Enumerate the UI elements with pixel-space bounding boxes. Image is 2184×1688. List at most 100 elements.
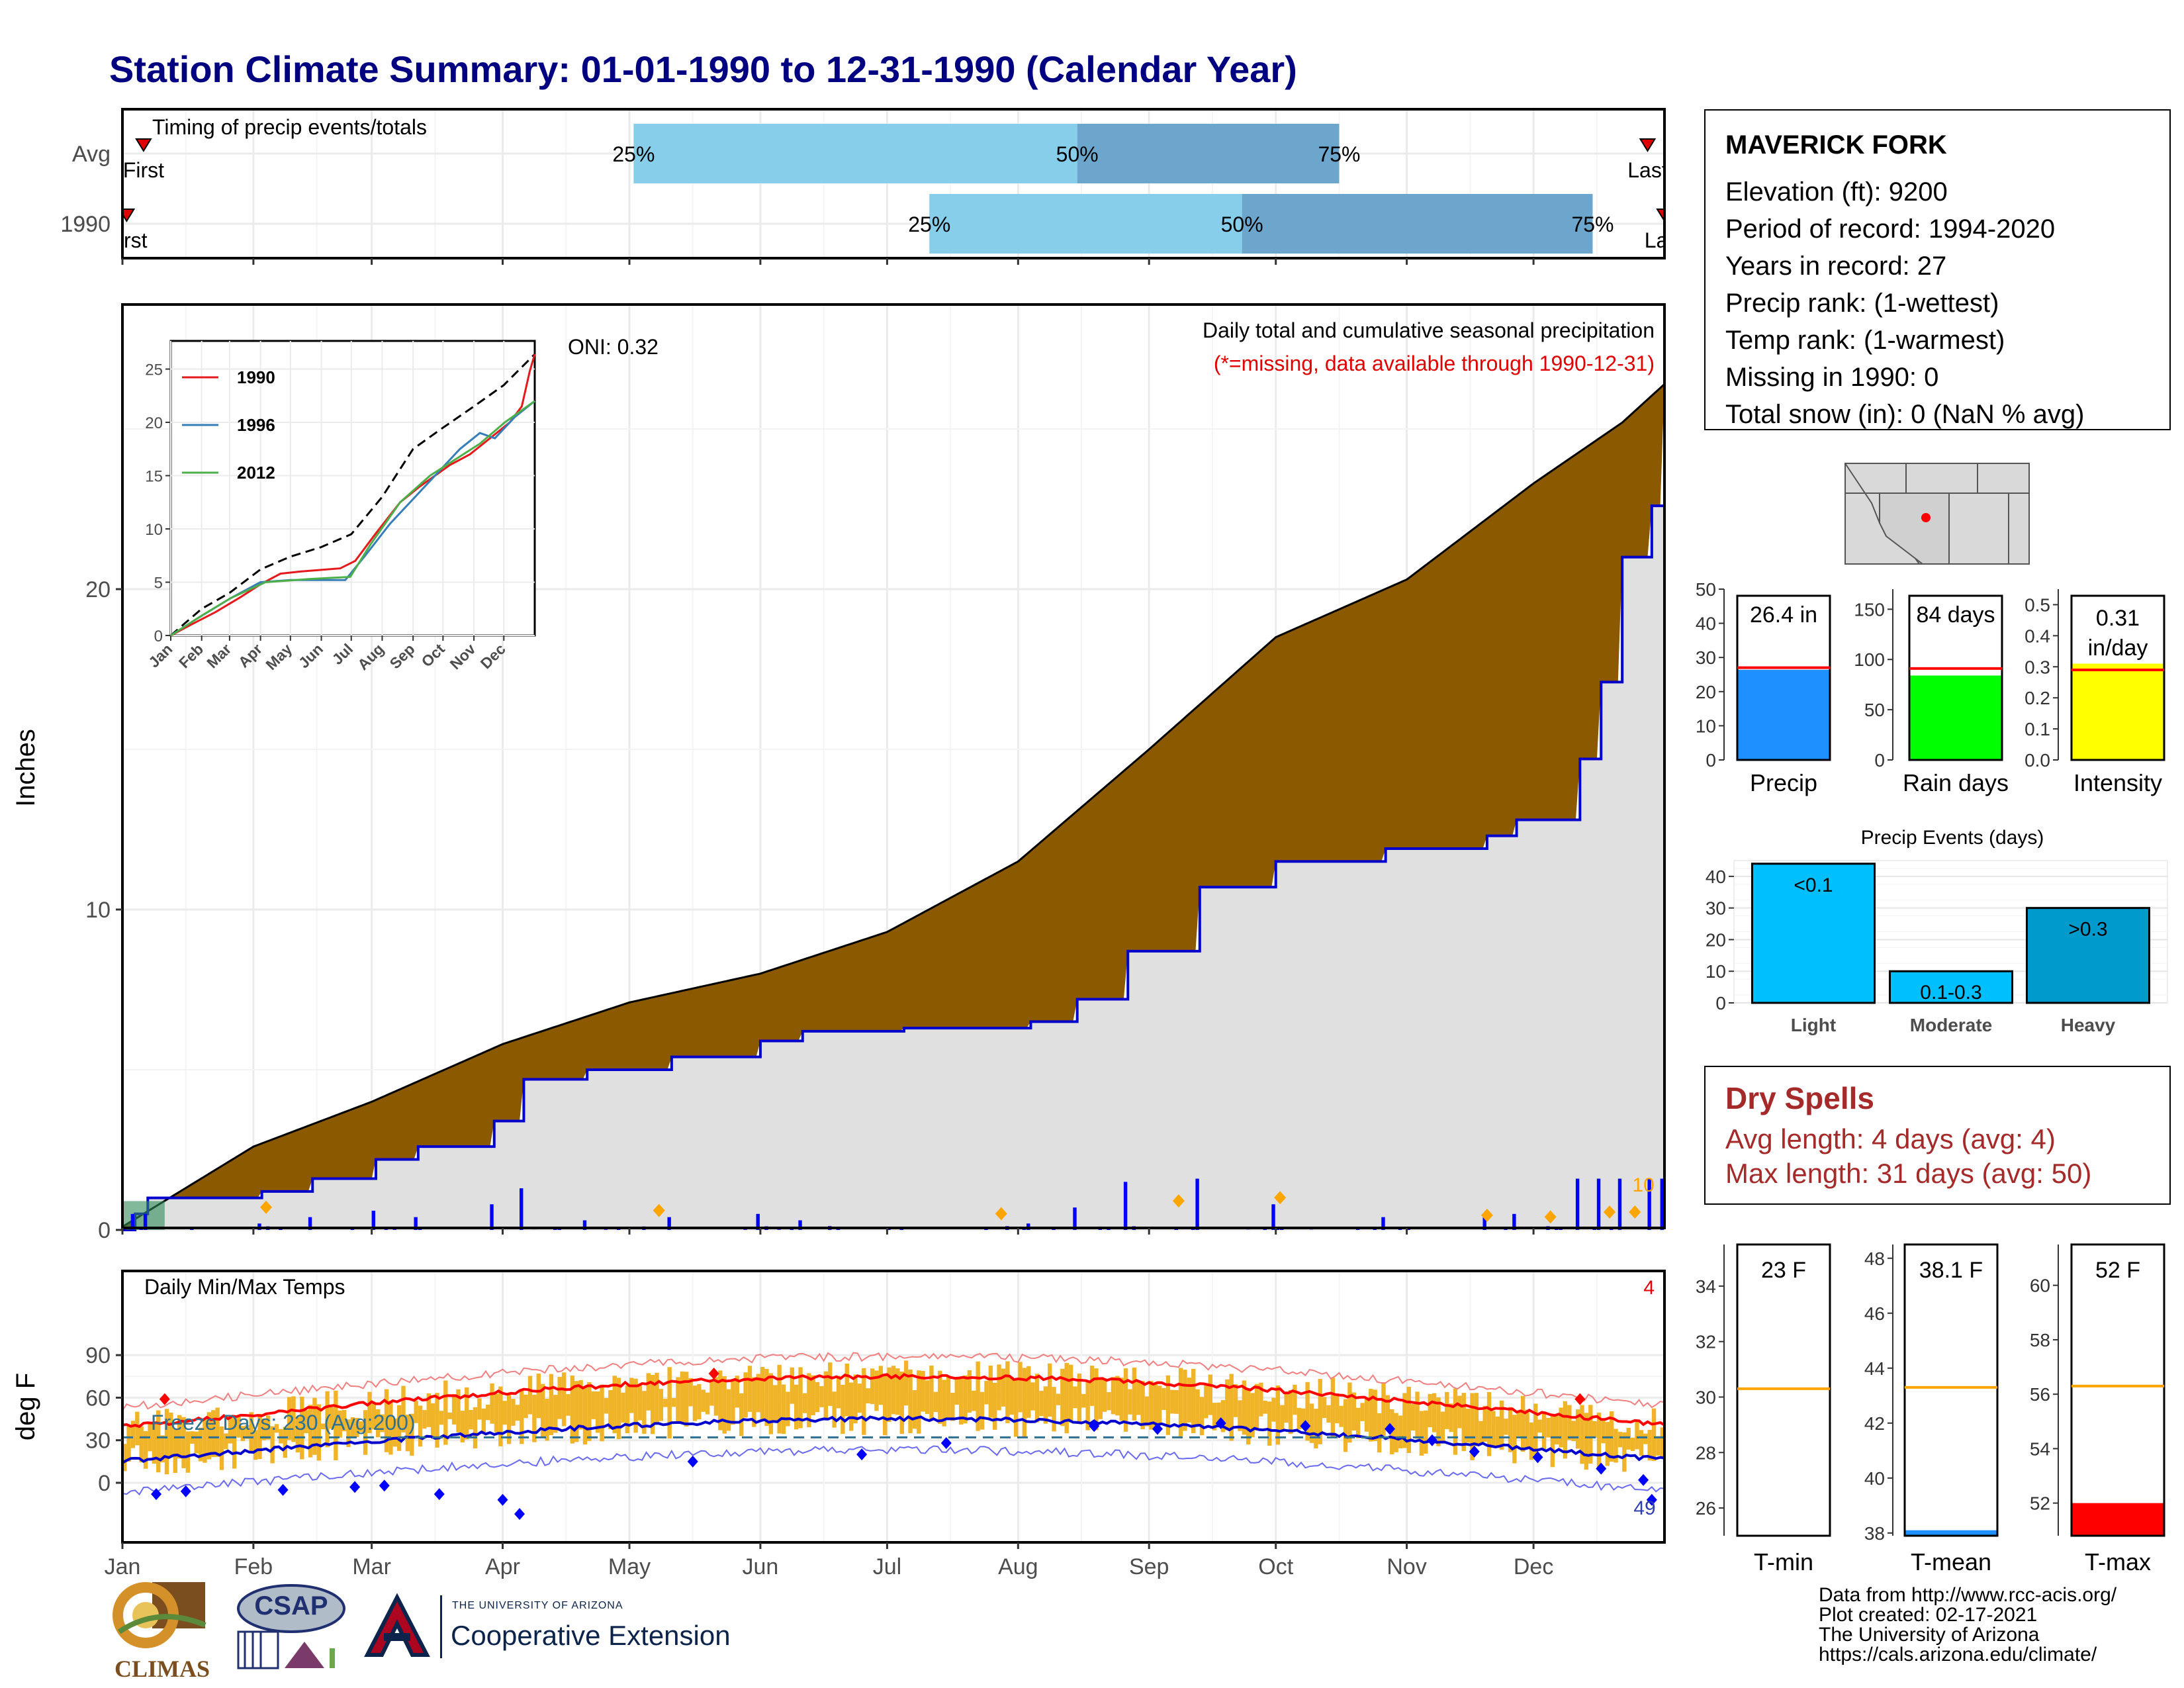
temp-daily-range-bar (173, 1429, 177, 1474)
temp-daily-range-bar (786, 1391, 790, 1427)
temp-daily-range-bar (1216, 1402, 1221, 1425)
temp-daily-range-bar (1098, 1378, 1103, 1419)
temp-record-low-marker (687, 1455, 698, 1468)
timing-first-label: First (123, 158, 164, 182)
temp-daily-range-bar (443, 1380, 448, 1445)
temp-daily-range-bar (988, 1366, 993, 1418)
temp-record-high-marker (1574, 1393, 1586, 1405)
temp-daily-range-bar (794, 1384, 799, 1430)
precip-daily-bar (667, 1217, 671, 1230)
events-y-tick-label: 20 (1706, 929, 1726, 950)
temp-daily-range-bar (1322, 1397, 1327, 1418)
temp-daily-range-bar (1546, 1418, 1551, 1438)
temp-daily-range-bar (152, 1424, 157, 1464)
temp-daily-range-bar (245, 1425, 250, 1439)
temp-daily-range-bar (376, 1409, 381, 1438)
precip-daily-bar (1107, 1229, 1111, 1230)
temp-daily-range-bar (253, 1430, 258, 1460)
temp-daily-range-bar (135, 1411, 140, 1446)
locator-map (1844, 463, 2030, 565)
temp-daily-range-bar (557, 1377, 562, 1419)
precip-event-marker (653, 1203, 665, 1217)
temp-daily-range-bar (1643, 1433, 1648, 1444)
precip-bar-label: 10 (1632, 1174, 1654, 1196)
timing-title: Timing of precip events/totals (152, 115, 427, 139)
side-y-tick-label: 0.5 (2025, 594, 2050, 615)
temp-daily-range-bar (857, 1383, 862, 1413)
temp-record-low-marker (497, 1493, 508, 1506)
timing-clip-mask (1666, 109, 1681, 258)
temp-daily-range-bar (883, 1375, 887, 1436)
temp-daily-range-bar (1335, 1393, 1340, 1424)
temp-daily-range-bar (887, 1367, 891, 1423)
temp-daily-range-bar (1301, 1408, 1306, 1429)
temp-record-low-marker (1646, 1493, 1657, 1506)
precip-daily-bar (1381, 1217, 1385, 1230)
station-temp-rank: Temp rank: (1-warmest) (1725, 326, 2005, 355)
precip-daily-bar (1504, 1229, 1508, 1230)
side-y-tick-label: 0 (1874, 750, 1885, 771)
inset-y-tick-label: 20 (145, 414, 163, 432)
temp-daily-range-bar (426, 1393, 431, 1427)
page-title: Station Climate Summary: 01-01-1990 to 1… (109, 48, 1297, 90)
temp-daily-range-bar (1026, 1366, 1031, 1418)
tbar-y-tick-label: 44 (1864, 1358, 1885, 1379)
temp-daily-range-bar (1081, 1393, 1086, 1408)
temp-daily-range-bar (802, 1393, 807, 1413)
temp-freeze-days-label: Freeze Days: 230 (Avg:200) (151, 1411, 416, 1434)
temp-daily-range-bar (984, 1381, 989, 1405)
tbar-y-tick-label: 42 (1864, 1413, 1885, 1434)
temp-daily-range-bar (1486, 1391, 1492, 1456)
temp-daily-range-bar (938, 1370, 942, 1424)
temp-daily-range-bar (1339, 1405, 1343, 1427)
inset-average-line (170, 353, 536, 637)
temp-daily-range-bar (629, 1378, 634, 1413)
timing-row-label: Avg (72, 142, 111, 167)
temp-daily-range-bar (972, 1390, 976, 1411)
events-bar-label: <0.1 (1794, 874, 1833, 896)
side-y-tick-label: 0.2 (2025, 688, 2050, 708)
tbar-name: T-mean (1911, 1548, 1991, 1575)
temp-daily-range-bar (1018, 1362, 1023, 1413)
temp-daily-range-bar (274, 1424, 279, 1433)
precip-daily-bar (371, 1210, 376, 1230)
month-tick-label: Aug (998, 1554, 1038, 1579)
precip-daily-bar (384, 1229, 388, 1230)
temp-daily-range-bar (1275, 1385, 1281, 1445)
side-y-tick-label: 30 (1696, 647, 1716, 668)
temp-daily-range-bar (308, 1405, 313, 1458)
temp-daily-range-bar (866, 1388, 870, 1403)
precip-y-axis-label: Inches (11, 729, 40, 807)
temp-record-low-marker (151, 1488, 162, 1501)
inset-legend-label: 2012 (237, 463, 275, 483)
timing-panel-border (121, 108, 1666, 259)
tbar-name: T-max (2085, 1548, 2151, 1575)
temp-daily-range-bar (224, 1433, 228, 1450)
side-y-tick-label: 50 (1696, 579, 1716, 600)
temp-daily-range-bar (1263, 1400, 1267, 1414)
temp-daily-range-bar (1136, 1381, 1141, 1415)
temp-daily-range-bar (355, 1418, 359, 1438)
temp-daily-range-bar (773, 1385, 778, 1422)
temp-daily-range-bar (752, 1377, 756, 1427)
temp-daily-range-bar (405, 1415, 410, 1452)
temp-daily-range-bar (1453, 1388, 1458, 1455)
precip-daily-bar (1195, 1178, 1199, 1230)
temp-daily-range-bar (160, 1435, 165, 1463)
temp-panel-border (121, 1270, 1666, 1544)
temp-daily-range-bar (1424, 1410, 1428, 1454)
temp-daily-range-bar (1174, 1389, 1179, 1414)
temp-daily-range-bar (1601, 1418, 1606, 1444)
inset-legend-label: 1996 (237, 415, 275, 435)
side-y-tick-label: 0.0 (2025, 750, 2050, 771)
tbar-y-tick-label: 52 (2030, 1493, 2050, 1514)
temp-daily-range-bar (1563, 1401, 1568, 1459)
temp-daily-range-bar (739, 1393, 744, 1436)
precip-average-line (122, 383, 1666, 1228)
temp-daily-range-bar (1288, 1389, 1293, 1434)
temp-daily-range-bar (498, 1386, 503, 1446)
temp-daily-range-bar (1309, 1403, 1314, 1443)
month-tick-label: Jun (743, 1554, 779, 1579)
events-category-label: Heavy (2061, 1015, 2116, 1035)
temp-daily-range-bar (447, 1412, 452, 1419)
